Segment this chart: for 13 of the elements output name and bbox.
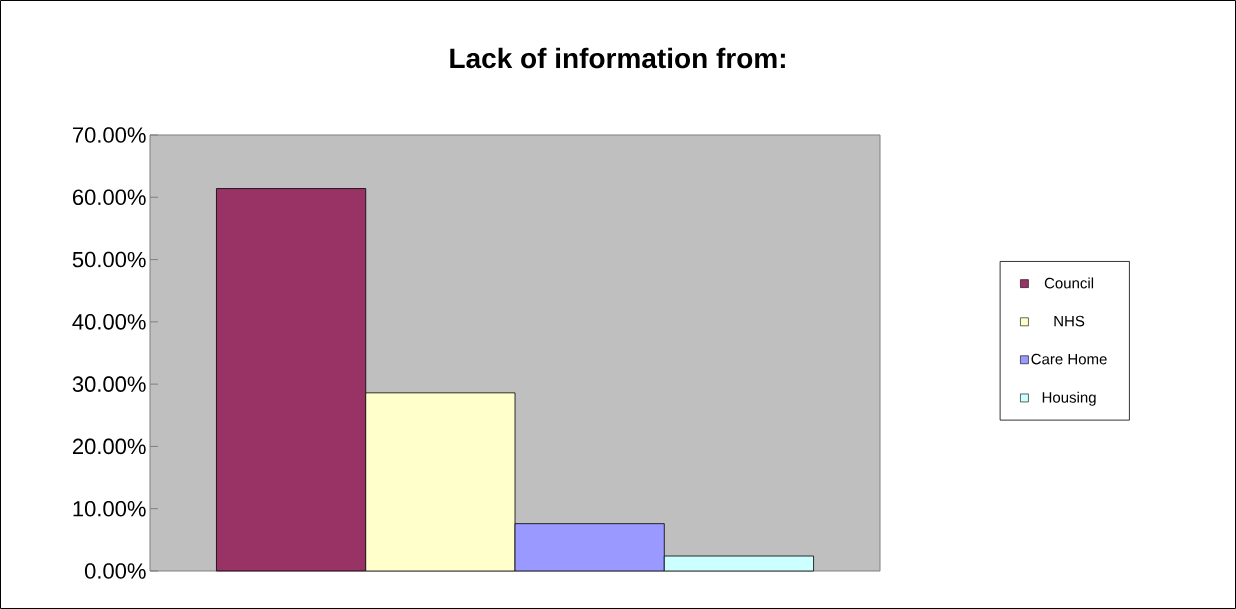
y-tick-label: 60.00% [72,189,146,206]
y-tick-label: 20.00% [72,438,146,455]
y-tick-label: 40.00% [72,314,146,330]
y-tick-label: 10.00% [73,500,146,517]
legend-label: Care Home [1031,353,1107,365]
y-tick-label: 50.00% [72,251,146,268]
y-tick-label: 0.00% [84,563,146,579]
chart-title: Lack of information from: [450,47,785,69]
y-tick-label: 70.00% [72,127,146,143]
legend-label: NHS [1054,315,1085,327]
legend-label: Council [1044,277,1094,289]
y-tick-label: 30.00% [72,376,146,392]
legend-label: Housing [1042,391,1096,406]
